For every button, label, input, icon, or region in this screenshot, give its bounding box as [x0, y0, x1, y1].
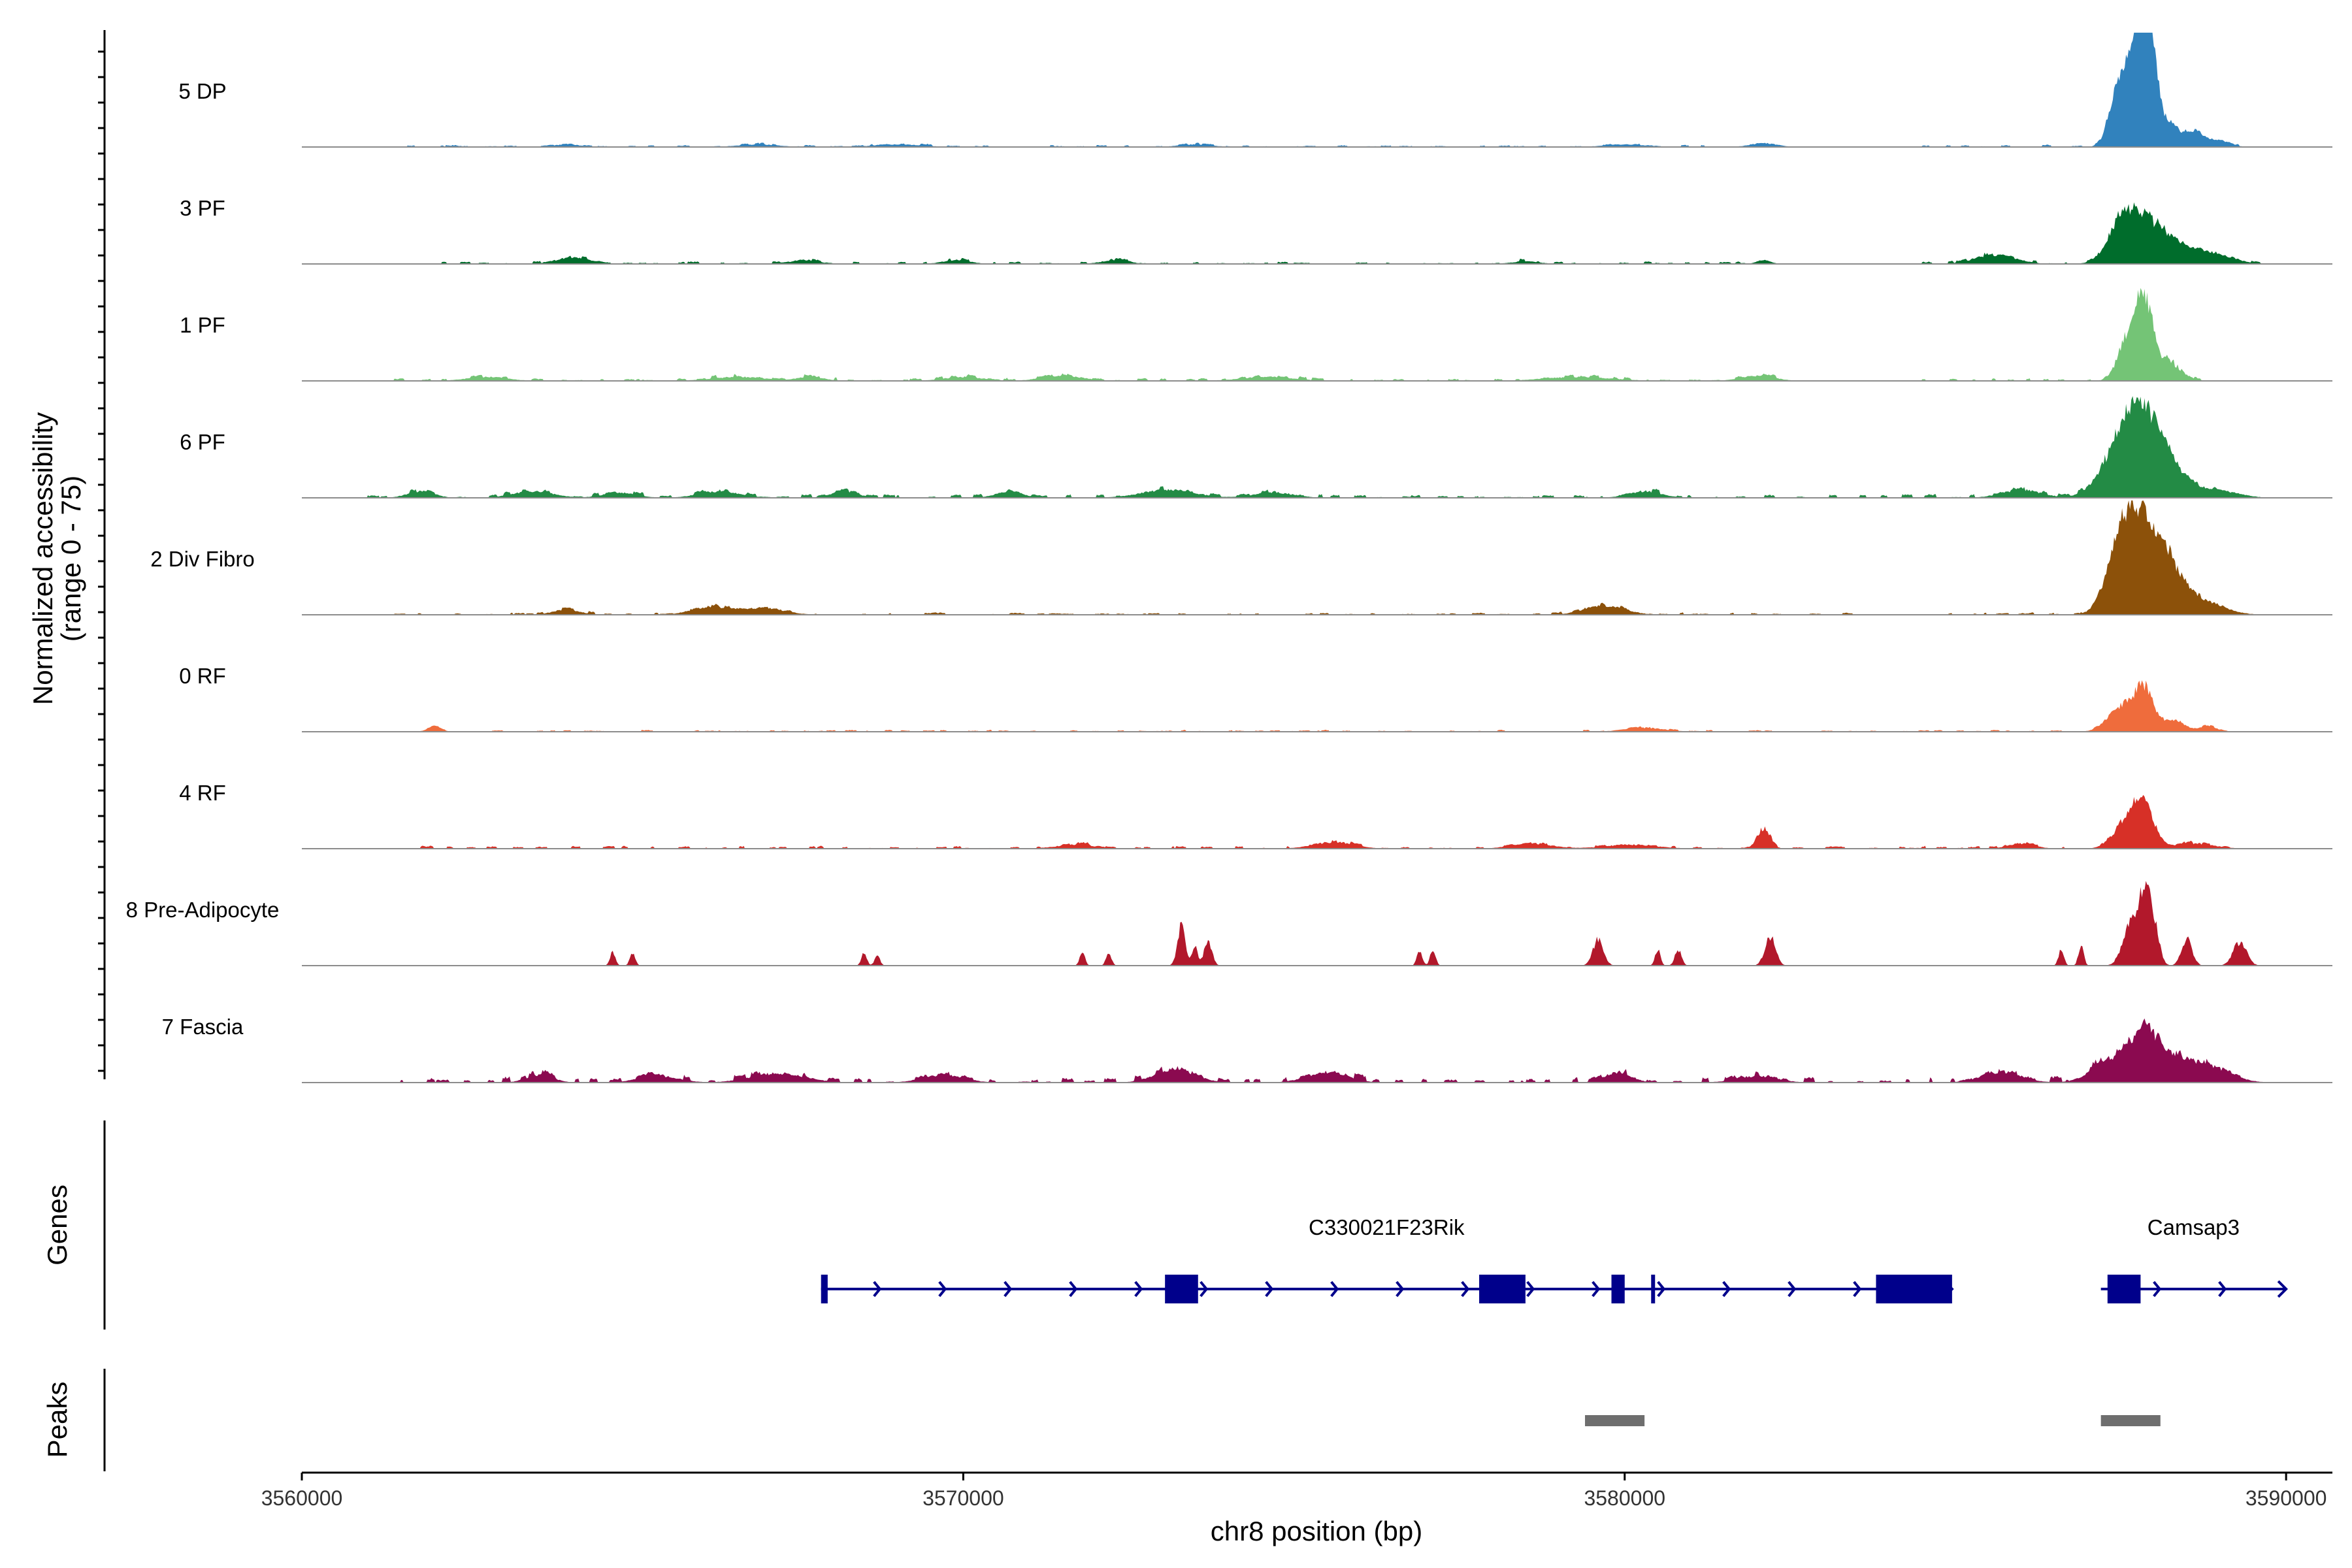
track-label: 1 PF — [180, 313, 225, 337]
track-label: 4 RF — [179, 781, 226, 805]
gene-exon — [1611, 1275, 1625, 1303]
called-peaks — [1585, 1415, 2161, 1426]
coverage-area — [302, 287, 2334, 381]
x-axis-title: chr8 position (bp) — [1211, 1516, 1423, 1546]
gene-exon — [1165, 1275, 1198, 1303]
gene-exon — [821, 1275, 828, 1303]
strand-arrow — [2153, 1281, 2162, 1298]
x-tick-label: 3560000 — [261, 1486, 343, 1510]
coverage-area — [302, 794, 2334, 849]
coverage-y-title-line1: Normalized accessibility — [27, 412, 58, 705]
track-6: 4 RF — [179, 781, 2334, 849]
track-1: 3 PF — [180, 196, 2334, 265]
strand-arrow — [1722, 1281, 1731, 1298]
peak-region — [2100, 1415, 2161, 1426]
coverage-area — [302, 33, 2334, 147]
strand-arrow — [1134, 1281, 1143, 1298]
strand-arrow — [1069, 1281, 1078, 1298]
track-label: 7 Fascia — [162, 1015, 244, 1039]
coverage-area — [302, 500, 2334, 615]
gene-exon — [2107, 1275, 2141, 1303]
strand-arrow — [873, 1281, 882, 1298]
strand-arrow — [1461, 1281, 1470, 1298]
peaks-panel-title: Peaks — [42, 1382, 73, 1458]
strand-arrow — [1592, 1281, 1601, 1298]
track-7: 8 Pre-Adipocyte — [126, 881, 2334, 966]
gene-1: Camsap3 — [2100, 1215, 2288, 1303]
track-2: 1 PF — [180, 287, 2334, 382]
track-label: 8 Pre-Adipocyte — [126, 898, 280, 922]
track-label: 3 PF — [180, 196, 225, 220]
strand-arrow — [1200, 1281, 1209, 1298]
track-label: 5 DP — [178, 79, 226, 103]
track-4: 2 Div Fibro — [150, 500, 2334, 615]
strand-arrow — [1330, 1281, 1339, 1298]
strand-arrow — [2277, 1280, 2288, 1298]
coverage-y-title-line2: (range 0 - 75) — [56, 476, 86, 642]
coverage-area — [302, 396, 2334, 498]
gene-exon — [1876, 1275, 1952, 1303]
gene-0: C330021F23Rik — [821, 1215, 1954, 1303]
coverage-area — [302, 881, 2334, 966]
track-label: 6 PF — [180, 430, 225, 454]
strand-arrow — [1004, 1281, 1013, 1298]
gene-models: C330021F23Rik Camsap3 — [821, 1215, 2288, 1303]
peak-region — [1585, 1415, 1645, 1426]
strand-arrow — [1788, 1281, 1797, 1298]
coverage-area — [302, 680, 2334, 732]
x-tick-label: 3590000 — [2246, 1486, 2327, 1510]
track-5: 0 RF — [179, 664, 2334, 732]
coverage-area — [302, 1018, 2334, 1083]
strand-arrow — [938, 1281, 947, 1298]
track-3: 6 PF — [180, 396, 2334, 498]
strand-arrow — [1853, 1281, 1862, 1298]
track-0: 5 DP — [178, 33, 2334, 148]
gene-exon — [1651, 1275, 1656, 1303]
genes-panel-title: Genes — [42, 1184, 73, 1266]
strand-arrow — [1265, 1281, 1274, 1298]
x-axis-ticks: 3560000 3570000 3580000 3590000 — [261, 1473, 2327, 1510]
track-label: 0 RF — [179, 664, 226, 688]
x-tick-label: 3580000 — [1584, 1486, 1665, 1510]
x-tick-label: 3570000 — [923, 1486, 1004, 1510]
track-label: 2 Div Fibro — [150, 547, 255, 571]
strand-arrow — [2218, 1281, 2227, 1298]
gene-name-label: Camsap3 — [2148, 1215, 2240, 1239]
gene-name-label: C330021F23Rik — [1309, 1215, 1465, 1239]
strand-arrow — [1396, 1281, 1405, 1298]
track-8: 7 Fascia — [162, 1015, 2334, 1083]
coverage-y-ticks — [98, 50, 105, 1072]
strand-arrow — [1657, 1281, 1666, 1298]
strand-arrow — [1526, 1281, 1535, 1298]
coverage-area — [302, 202, 2334, 264]
coverage-tracks: 5 DP 3 PF 1 PF 6 PF 2 Div Fibro 0 RF 4 RF 8 Pre… — [126, 33, 2334, 1083]
gene-exon — [1479, 1275, 1526, 1303]
